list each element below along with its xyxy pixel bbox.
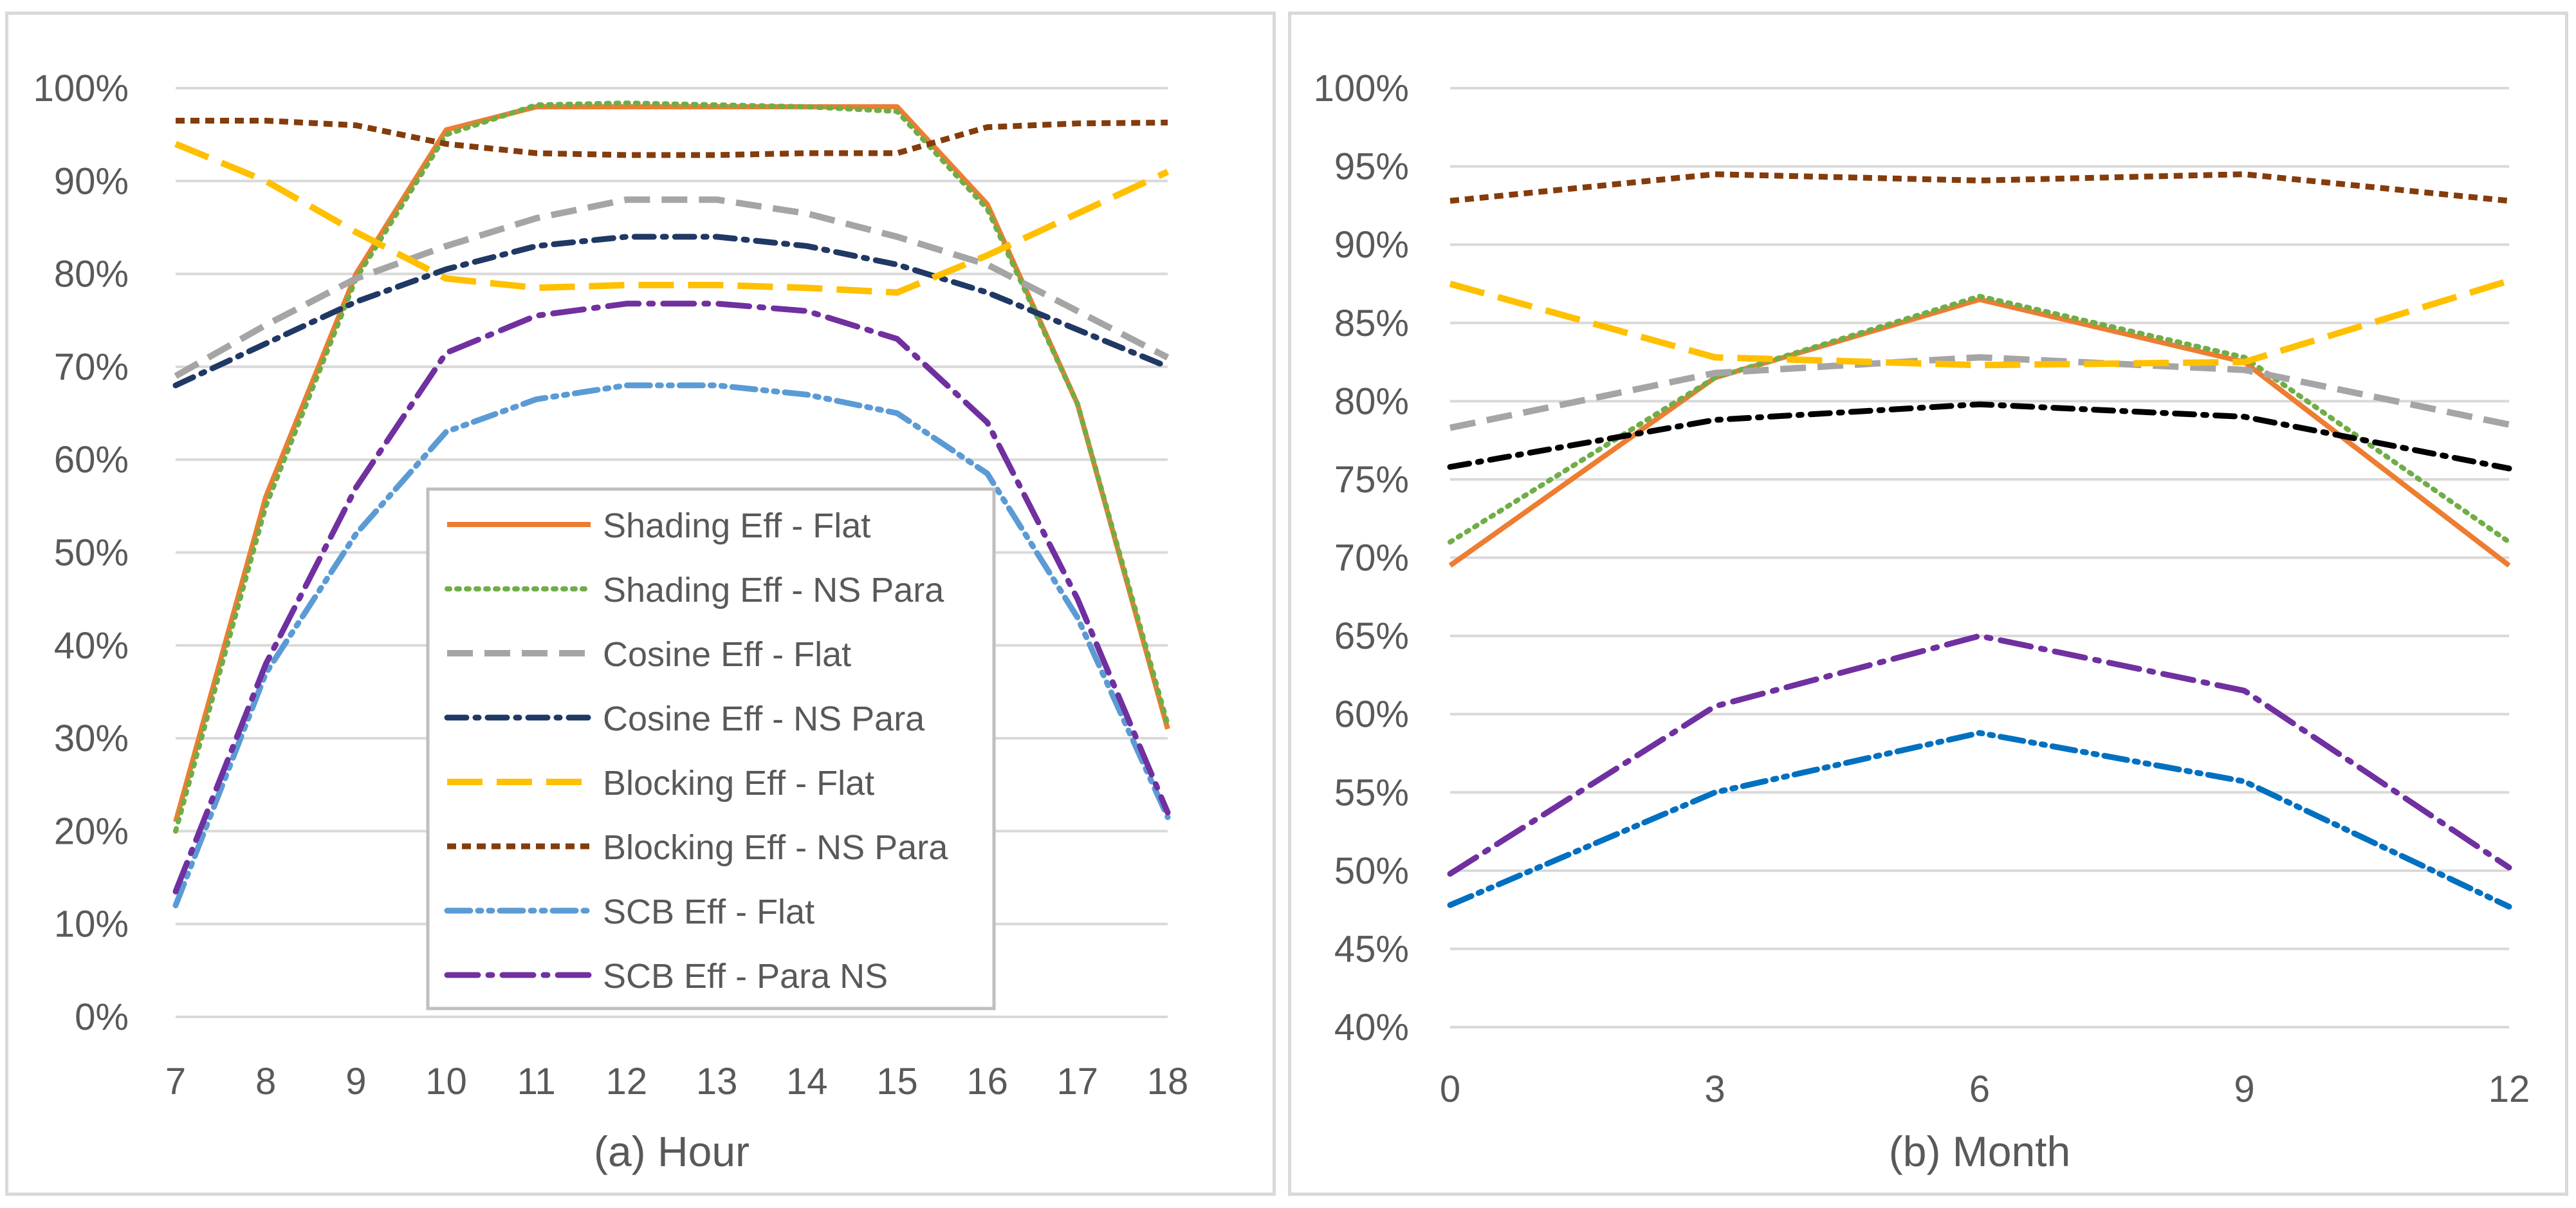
x-tick-label: 12 <box>606 1061 648 1102</box>
chart-hour: 0% 10% 20% 30% 40% 50% 60% 70% 80% 90% 100% 7 8 9 10 11… <box>33 68 1189 1175</box>
series-line-4 <box>172 234 1171 389</box>
x-tick-label: 0 <box>1440 1068 1460 1110</box>
y-tick-label: 20% <box>54 810 129 852</box>
series-line-3 <box>174 196 1170 379</box>
series-line-5 <box>1449 277 2510 369</box>
x-tick-label: 13 <box>696 1061 738 1102</box>
y-tick-label: 95% <box>1334 146 1409 188</box>
x-tick-label: 6 <box>1969 1068 1990 1110</box>
y-tick-label: 70% <box>54 346 129 388</box>
legend-label: Blocking Eff - Flat <box>603 764 874 803</box>
x-tick-label: 15 <box>876 1061 918 1102</box>
legend-box <box>426 487 996 1010</box>
x-tick-label: 9 <box>2234 1068 2254 1110</box>
legend-label: SCB Eff - Para NS <box>603 957 888 996</box>
y-tick-label: 75% <box>1334 459 1409 501</box>
x-tick-label: 16 <box>966 1061 1008 1102</box>
y-tick-label: 100% <box>33 68 129 109</box>
legend-label: Cosine Eff - Flat <box>603 635 851 674</box>
series-line-8 <box>1447 633 2512 877</box>
series-line-8 <box>172 301 1171 895</box>
chart-month: 40% 45% 50% 55% 60% 65% 70% 75% 80% 85% 90% 95% 100%… <box>1314 68 2530 1175</box>
chart-panel-month <box>1288 12 2568 1196</box>
x-tick-label: 11 <box>517 1061 556 1102</box>
x-tick-label: 12 <box>2489 1068 2530 1110</box>
y-tick-label: 70% <box>1334 537 1409 579</box>
x-tick-label: 8 <box>255 1061 276 1102</box>
x-tick-label: 17 <box>1057 1061 1099 1102</box>
legend-label: Blocking Eff - NS Para <box>603 828 948 867</box>
y-tick-label: 40% <box>1334 1007 1409 1048</box>
y-tick-label: 60% <box>1334 694 1409 736</box>
y-tick-label: 80% <box>54 254 129 295</box>
y-tick-label: 45% <box>1334 928 1409 970</box>
y-tick-label: 85% <box>1334 302 1409 344</box>
legend-label: Cosine Eff - NS Para <box>603 700 925 738</box>
x-axis-title: (b) Month <box>1889 1128 2070 1175</box>
series-line-5 <box>174 140 1170 296</box>
y-tick-label: 50% <box>54 532 129 574</box>
x-tick-label: 9 <box>345 1061 366 1102</box>
series-line-2 <box>173 100 1170 834</box>
x-tick-label: 10 <box>425 1061 467 1102</box>
series-line-3 <box>1449 354 2510 431</box>
legend-label: SCB Eff - Flat <box>603 893 814 931</box>
y-tick-label: 80% <box>1334 380 1409 422</box>
series-line-2 <box>1448 293 2512 545</box>
y-tick-label: 90% <box>1334 224 1409 266</box>
x-tick-label: 18 <box>1147 1061 1189 1102</box>
series-line-6 <box>176 118 1168 158</box>
legend-label: Shading Eff - Flat <box>603 506 870 545</box>
legend: Shading Eff - Flat Shading Eff - NS Para C… <box>426 487 996 1010</box>
series-line-4 <box>1447 401 2512 472</box>
series-line-7 <box>172 382 1171 909</box>
y-tick-label: 50% <box>1334 850 1409 892</box>
series-line-6 <box>1449 171 2510 204</box>
y-tick-label: 65% <box>1334 615 1409 657</box>
y-tick-label: 90% <box>54 160 129 202</box>
y-tick-label: 55% <box>1334 772 1409 813</box>
y-tick-label: 60% <box>54 439 129 481</box>
x-tick-label: 3 <box>1704 1068 1725 1110</box>
series-line-7 <box>1447 730 2512 910</box>
legend-label: Shading Eff - NS Para <box>603 571 944 609</box>
x-tick-label: 14 <box>786 1061 828 1102</box>
x-tick-label: 7 <box>165 1061 186 1102</box>
y-tick-label: 100% <box>1314 68 1409 109</box>
y-tick-label: 40% <box>54 625 129 667</box>
y-tick-label: 30% <box>54 718 129 759</box>
x-axis-title: (a) Hour <box>594 1128 750 1175</box>
series-line-1 <box>1448 297 2511 568</box>
y-tick-label: 0% <box>75 996 129 1038</box>
y-tick-label: 10% <box>54 904 129 945</box>
